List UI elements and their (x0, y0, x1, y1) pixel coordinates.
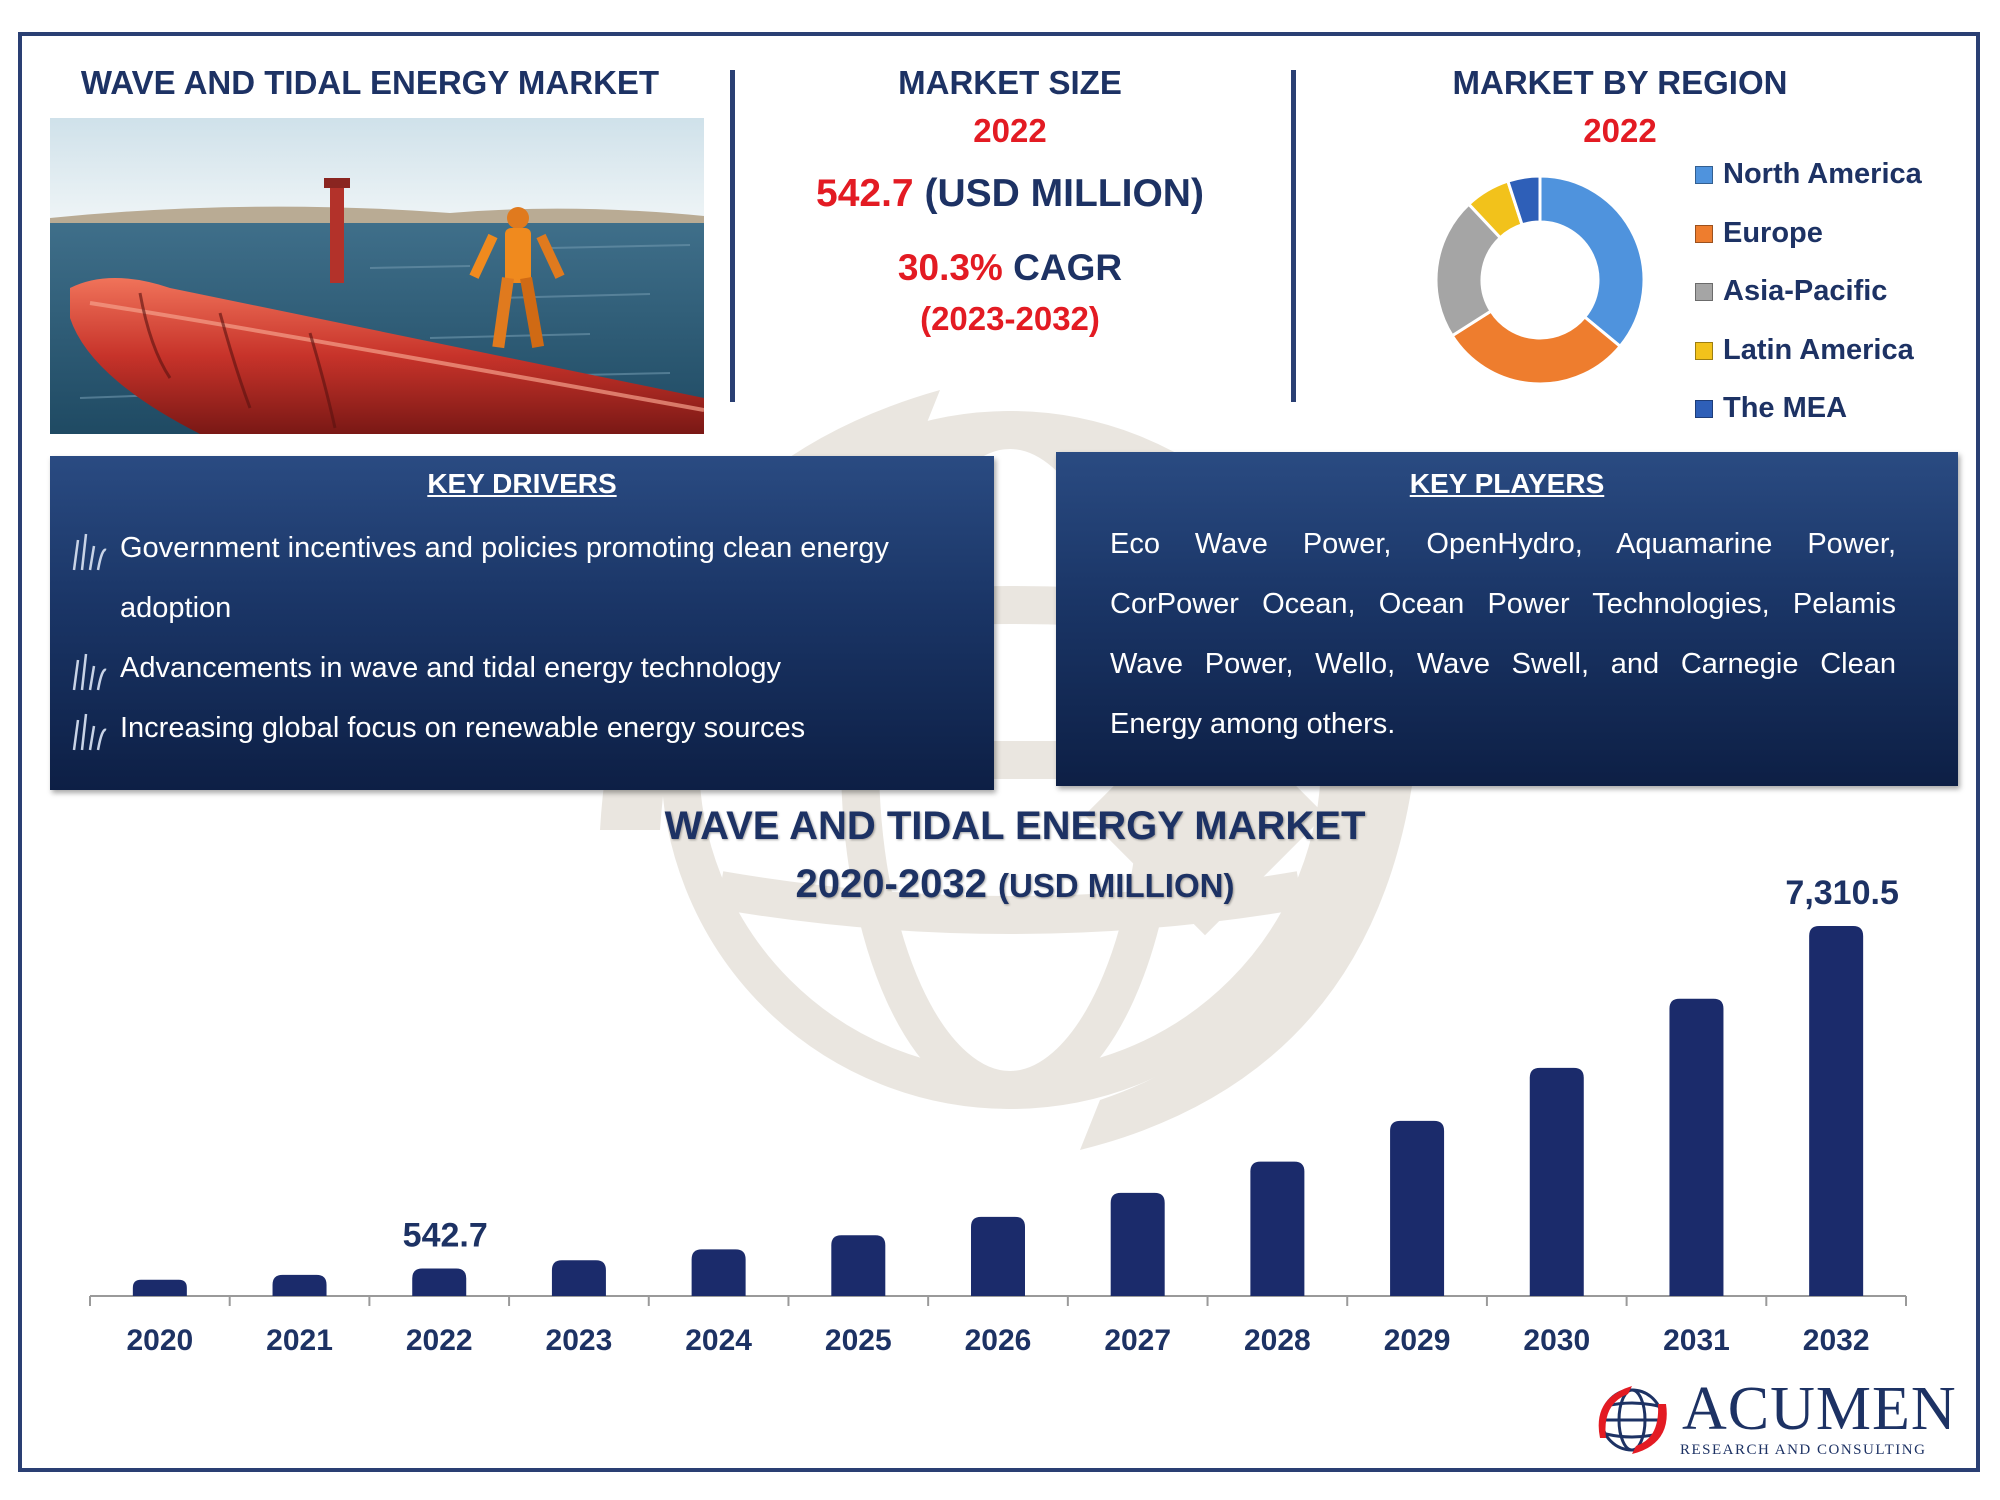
key-players-panel: KEY PLAYERS Eco Wave Power, OpenHydro, A… (1056, 452, 1958, 786)
chart-title-line2: 2020-2032 (USD MILLION) (550, 862, 1480, 907)
x-tick-label: 2028 (1244, 1324, 1311, 1357)
key-drivers-title: KEY DRIVERS (427, 468, 617, 499)
bar-2021 (272, 1274, 327, 1296)
legend-label-asia-pacific: Asia-Pacific (1723, 275, 1888, 307)
bar-2032 (1809, 926, 1864, 1296)
legend-label-north-america: North America (1723, 158, 1922, 190)
bar-2031 (1669, 998, 1724, 1296)
data-label-2022: 542.7 (403, 1217, 488, 1255)
x-tick-label: 2025 (825, 1324, 892, 1357)
donut-hole (1483, 223, 1597, 337)
legend-asia-pacific: Asia-Pacific (1695, 275, 1887, 308)
driver-item: Increasing global focus on renewable ene… (68, 698, 805, 758)
x-tick-label: 2021 (266, 1324, 333, 1357)
growth-chart-icon (72, 533, 107, 571)
x-tick-label: 2023 (546, 1324, 613, 1357)
donut-slice-europe (1450, 309, 1623, 386)
region-donut-chart (1434, 174, 1646, 386)
x-tick-label: 2022 (406, 1324, 473, 1357)
bar-2026 (971, 1216, 1025, 1296)
x-tick-label: 2026 (965, 1324, 1032, 1357)
legend-mea: The MEA (1695, 392, 1847, 425)
key-players-text: Eco Wave Power, OpenHydro, Aquamarine Po… (1110, 528, 1896, 740)
infographic-title: WAVE AND TIDAL ENERGY MARKET (80, 64, 660, 101)
legend-swatch-latin-america (1695, 341, 1713, 360)
growth-chart-icon (72, 653, 107, 691)
chart-title-unit: (USD MILLION) (997, 867, 1235, 904)
bar-2025 (831, 1235, 886, 1296)
key-players-title: KEY PLAYERS (1409, 468, 1605, 499)
driver-text: Government incentives and policies promo… (120, 532, 889, 624)
x-tick-label: 2030 (1523, 1324, 1590, 1357)
donut-slice-mea (1505, 174, 1542, 227)
tidal-energy-photo (50, 118, 704, 434)
cagr-value: 30.3% (897, 247, 1003, 288)
legend-label-europe: Europe (1723, 217, 1823, 249)
bar-2020 (132, 1279, 187, 1296)
x-tick-label: 2031 (1663, 1324, 1730, 1357)
logo-tagline: RESEARCH AND CONSULTING (1680, 1442, 1927, 1458)
market-size-year: 2022 (973, 112, 1047, 149)
x-tick-label: 2027 (1104, 1324, 1171, 1357)
market-size-label: MARKET SIZE (898, 64, 1122, 101)
region-year: 2022 (1583, 112, 1657, 149)
x-tick-label: 2024 (685, 1324, 752, 1357)
driver-item: Advancements in wave and tidal energy te… (68, 638, 781, 698)
legend-latin-america: Latin America (1695, 334, 1914, 367)
bar-2027 (1110, 1192, 1165, 1296)
separator-right (1291, 70, 1296, 402)
legend-north-america: North America (1695, 158, 1922, 191)
market-size-value: 542.7 (816, 172, 914, 215)
chart-title-line1: WAVE AND TIDAL ENERGY MARKET (664, 804, 1366, 848)
market-size-value-line: 542.7 (USD MILLION) (740, 172, 1280, 216)
x-tick-label: 2032 (1803, 1324, 1870, 1357)
legend-label-latin-america: Latin America (1723, 334, 1914, 366)
legend-swatch-asia-pacific (1695, 282, 1713, 301)
growth-chart-icon (72, 713, 107, 751)
cagr-period: (2023-2032) (920, 300, 1100, 337)
acumen-logo-icon (1598, 1386, 1667, 1454)
bar-2022 (412, 1268, 467, 1296)
x-tick-label: 2029 (1384, 1324, 1451, 1357)
bar-2029 (1390, 1120, 1445, 1296)
legend-swatch-mea (1695, 399, 1713, 418)
data-label-2032: 7,310.5 (1785, 874, 1898, 912)
legend-swatch-europe (1695, 224, 1713, 243)
separator-left (730, 70, 735, 402)
driver-item: Government incentives and policies promo… (68, 518, 968, 638)
cagr-line: 30.3% CAGR (740, 247, 1280, 289)
market-size-unit: (USD MILLION) (924, 172, 1204, 215)
logo-name: ACUMEN (1682, 1375, 1957, 1443)
key-drivers-panel: KEY DRIVERS Government incentives and po… (50, 456, 994, 790)
cagr-label: CAGR (1013, 247, 1123, 288)
x-tick-label: 2020 (126, 1324, 193, 1357)
region-label: MARKET BY REGION (1452, 64, 1788, 101)
donut-slice-north-america (1538, 174, 1646, 349)
driver-text: Increasing global focus on renewable ene… (120, 712, 806, 744)
driver-text: Advancements in wave and tidal energy te… (120, 652, 781, 684)
bar-2023 (551, 1260, 606, 1296)
bar-2024 (691, 1249, 746, 1296)
chart-title-years: 2020-2032 (795, 862, 987, 906)
bar-2028 (1250, 1161, 1305, 1296)
bar-2030 (1529, 1067, 1584, 1296)
legend-label-mea: The MEA (1723, 392, 1848, 424)
legend-swatch-north-america (1695, 165, 1713, 184)
legend-europe: Europe (1695, 217, 1823, 250)
